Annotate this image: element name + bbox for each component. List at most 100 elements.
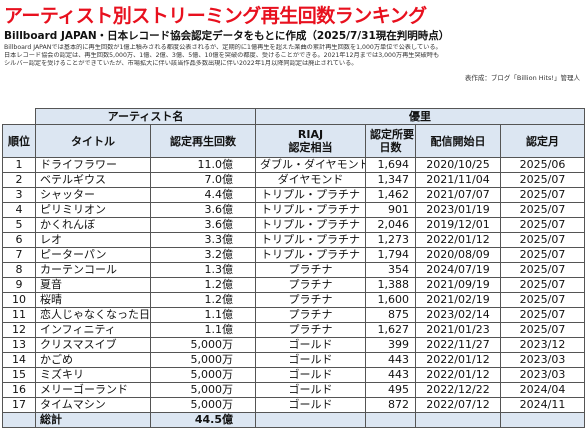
cell: トリプル・プラチナ: [255, 187, 366, 203]
cell: メリーゴーランド: [35, 382, 151, 398]
cell: 2025/07: [500, 202, 585, 218]
cell: 2024/04: [500, 382, 585, 398]
cell: 9: [2, 277, 36, 293]
cell: プラチナ: [255, 322, 366, 338]
data-row: 17 タイムマシン 5,000万 ゴールド 872 2022/07/12 2024/11: [2, 397, 585, 413]
data-row: 16 メリーゴーランド 5,000万 ゴールド 495 2022/12/22 2024/04: [2, 382, 585, 398]
data-row: 10 桜晴 1.2億 プラチナ 1,600 2021/02/19 2025/07: [2, 292, 585, 308]
cell: レオ: [35, 232, 151, 248]
cell: 2023/02/14: [415, 307, 501, 323]
cell: かくれんぼ: [35, 217, 151, 233]
cell: プラチナ: [255, 292, 366, 308]
data-row: 8 カーテンコール 1.3億 プラチナ 354 2024/07/19 2025/07: [2, 262, 585, 278]
cell: 2025/07: [500, 322, 585, 338]
column-header-line: 認定所要: [370, 128, 414, 141]
cell: 5,000万: [150, 367, 256, 383]
note-line: Billboard JAPANでは基本的に再生回数が1億上積みされる都度公表され…: [4, 44, 442, 51]
column-header: タイトル: [35, 124, 151, 158]
subtitle: Billboard JAPAN・日本レコード協会認定データをもとに作成（2025…: [4, 30, 450, 42]
cell: トリプル・プラチナ: [255, 232, 366, 248]
note-line: シルバー認定を受けることができていたが、市場拡大に伴い該当作品多数出現に伴い20…: [4, 60, 358, 67]
cell: 1,627: [365, 322, 416, 338]
cell: ゴールド: [255, 367, 366, 383]
column-header: RIAJ 認定相当: [255, 124, 366, 158]
cell: 13: [2, 337, 36, 353]
cell: 夏音: [35, 277, 151, 293]
cell: 2: [2, 172, 36, 188]
data-row: 15 ミズキリ 5,000万 ゴールド 443 2022/01/12 2023/03: [2, 367, 585, 383]
cell: 2021/09/19: [415, 277, 501, 293]
data-row: 9 夏音 1.2億 プラチナ 1,388 2021/09/19 2025/07: [2, 277, 585, 293]
column-header: 認定所要 日数: [365, 124, 416, 158]
cell: 2023/01/19: [415, 202, 501, 218]
column-header: 配信開始日: [415, 124, 501, 158]
cell: 354: [365, 262, 416, 278]
ranking-table: アーティスト名 優里 順位 タイトル 認定再生回数 RIAJ 認定相当 認定所要 日数 配信開始日…: [2, 108, 585, 428]
cell: 10: [2, 292, 36, 308]
column-header-line: 配信開始日: [430, 134, 486, 148]
cell: カーテンコール: [35, 262, 151, 278]
cell: 2021/11/04: [415, 172, 501, 188]
total-value: 44.5億: [150, 412, 256, 428]
cell: 恋人じゃなくなった日: [35, 307, 151, 323]
cell: かごめ: [35, 352, 151, 368]
total-row: 総計 44.5億: [2, 412, 585, 428]
column-header: 順位: [2, 124, 36, 158]
cell: 2025/07: [500, 277, 585, 293]
cell: 5,000万: [150, 352, 256, 368]
cell: 12: [2, 322, 36, 338]
cell: 2025/07: [500, 217, 585, 233]
cell: [500, 412, 585, 428]
cell: 2025/06: [500, 157, 585, 173]
cell: 17: [2, 397, 36, 413]
column-header-line: 日数: [379, 141, 402, 154]
total-label: 総計: [35, 412, 151, 428]
cell: ゴールド: [255, 397, 366, 413]
cell: 1.2億: [150, 277, 256, 293]
cell: [2, 412, 36, 428]
cell: 桜晴: [35, 292, 151, 308]
cell: 2025/07: [500, 247, 585, 263]
cell: 1,694: [365, 157, 416, 173]
cell: 5,000万: [150, 382, 256, 398]
data-row: 12 インフィニティ 1.1億 プラチナ 1,627 2021/01/23 2025/07: [2, 322, 585, 338]
cell: 1.1億: [150, 322, 256, 338]
cell: 7: [2, 247, 36, 263]
cell: ゴールド: [255, 352, 366, 368]
blank-cell: [2, 108, 36, 125]
data-row: 7 ピーターパン 3.2億 トリプル・プラチナ 1,794 2020/08/09 2025/…: [2, 247, 585, 263]
cell: 2,046: [365, 217, 416, 233]
cell: 2022/12/22: [415, 382, 501, 398]
cell: 2023/12: [500, 337, 585, 353]
cell: 5,000万: [150, 337, 256, 353]
cell: 399: [365, 337, 416, 353]
cell: 15: [2, 367, 36, 383]
cell: タイムマシン: [35, 397, 151, 413]
cell: 2020/08/09: [415, 247, 501, 263]
column-header-line: タイトル: [71, 134, 115, 148]
credit: 表作成：ブログ「Billion Hits!」管理人: [464, 74, 580, 82]
cell: 875: [365, 307, 416, 323]
cell: 2025/07: [500, 292, 585, 308]
cell: 2020/10/25: [415, 157, 501, 173]
cell: ダイヤモンド: [255, 172, 366, 188]
cell: 2025/07: [500, 307, 585, 323]
column-header-line: 認定再生回数: [170, 134, 236, 148]
cell: 5: [2, 217, 36, 233]
data-row: 6 レオ 3.3億 トリプル・プラチナ 1,273 2022/01/12 2025/07: [2, 232, 585, 248]
cell: シャッター: [35, 187, 151, 203]
cell: 2025/07: [500, 232, 585, 248]
column-header-line: RIAJ: [297, 128, 324, 141]
cell: [255, 412, 366, 428]
cell: 4.4億: [150, 187, 256, 203]
cell: 2021/07/07: [415, 187, 501, 203]
cell: ドライフラワー: [35, 157, 151, 173]
title: アーティスト別ストリーミング再生回数ランキング: [4, 5, 427, 27]
cell: 872: [365, 397, 416, 413]
note-line: 日本レコード協会の認定は、再生回数5,000万、1億、2億、3億、5億、10億を…: [4, 52, 440, 59]
data-row: 2 ベテルギウス 7.0億 ダイヤモンド 1,347 2021/11/04 2025/07: [2, 172, 585, 188]
cell: 3.2億: [150, 247, 256, 263]
cell: ミズキリ: [35, 367, 151, 383]
cell: 2025/07: [500, 172, 585, 188]
cell: 2022/11/27: [415, 337, 501, 353]
